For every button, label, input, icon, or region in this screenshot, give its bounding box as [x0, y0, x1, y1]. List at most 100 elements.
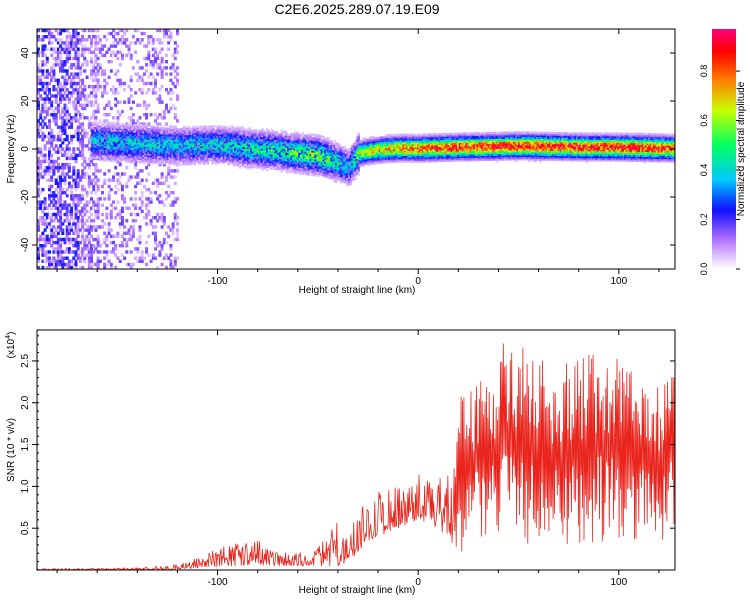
- spectrogram-noise-cell: [48, 256, 51, 260]
- spectrogram-ridge-cell: [213, 148, 216, 152]
- spectrogram-noise-cell: [105, 216, 109, 220]
- spectrogram-noise-cell: [39, 203, 43, 207]
- spectrogram-noise-cell: [127, 206, 131, 210]
- spectrogram-ridge-cell: [149, 160, 152, 163]
- spectrogram-ridge-cell: [262, 133, 266, 136]
- spectrogram-ridge-cell: [160, 147, 163, 150]
- spectrogram-noise-cell: [87, 175, 91, 179]
- spectrogram-ridge-cell: [181, 153, 184, 156]
- spectrogram-ridge-cell: [173, 141, 176, 144]
- spectrogram-noise-cell: [72, 200, 76, 204]
- spectrogram-ridge-cell: [262, 151, 266, 155]
- spectrogram-ridge-cell: [219, 145, 222, 148]
- spectrogram-ridge-cell: [237, 162, 240, 166]
- spectrogram-ridge-cell: [301, 139, 304, 142]
- spectrogram-noise-cell: [142, 256, 146, 260]
- spectrogram-noise-cell: [50, 103, 54, 107]
- spectrogram-ridge-cell: [152, 150, 155, 153]
- spectrogram-ridge-cell: [149, 155, 152, 158]
- spectrogram-ridge-cell: [134, 154, 137, 157]
- spectrogram-ridge-cell: [232, 128, 235, 131]
- spectrogram-ridge-cell: [118, 144, 121, 148]
- spectrogram-noise-cell: [154, 178, 157, 182]
- spectrogram-noise-cell: [116, 119, 120, 123]
- spectrogram-ridge-cell: [132, 133, 136, 137]
- spectrogram-noise-cell: [63, 97, 67, 101]
- spectrogram-noise-cell: [63, 250, 67, 254]
- spectrogram-ridge-cell: [147, 134, 150, 137]
- spectrogram-noise-cell: [41, 219, 45, 223]
- spectrogram-ridge-cell: [124, 141, 128, 145]
- spectrogram-ridge-cell: [261, 131, 264, 134]
- spectrogram-noise-cell: [90, 253, 93, 257]
- spectrogram-noise-cell: [169, 169, 173, 173]
- spectrogram-noise-cell: [65, 81, 69, 86]
- spectrogram-ridge-cell: [116, 128, 120, 131]
- spectrogram-ridge-cell: [282, 145, 285, 148]
- spectrogram-ridge-cell: [272, 139, 275, 142]
- spectrogram-noise-cell: [154, 191, 157, 195]
- spectrogram-ridge-cell: [113, 129, 116, 132]
- spectrogram-noise-cell: [138, 103, 142, 107]
- spectrogram-ridge-cell: [121, 141, 125, 144]
- spectrogram-ridge-cell: [306, 151, 309, 154]
- spectrogram-ridge-cell: [211, 128, 214, 131]
- spectrogram-ridge-cell: [158, 147, 161, 150]
- spectrogram-ridge-cell: [287, 152, 290, 155]
- spectrogram-ridge-cell: [108, 139, 112, 142]
- spectrogram-ridge-cell: [285, 137, 288, 140]
- spectrogram-noise-cell: [94, 247, 98, 251]
- spectrogram-noise-cell: [127, 262, 131, 267]
- spectrogram-ridge-cell: [311, 163, 314, 166]
- spectrogram-noise-cell: [56, 206, 60, 210]
- spectrogram-noise-cell: [103, 72, 107, 76]
- spectrogram-ridge-cell: [227, 144, 230, 148]
- spectrogram-ridge-cell: [229, 158, 232, 161]
- spectrogram-noise-cell: [171, 169, 175, 173]
- spectrogram-ridge-cell: [110, 131, 113, 134]
- spectrogram-ridge-cell: [245, 165, 248, 168]
- spectrogram-ridge-cell: [157, 140, 160, 143]
- spectrogram-ridge-cell: [238, 134, 242, 137]
- spectrogram-noise-cell: [45, 237, 49, 242]
- spectrogram-ridge-cell: [168, 139, 171, 142]
- spectrogram-ridge-cell: [137, 135, 141, 138]
- spectrogram-noise-cell: [158, 216, 162, 220]
- spectrogram-ridge-cell: [104, 132, 107, 135]
- spectrogram-noise-cell: [52, 240, 56, 245]
- spectrogram-ridge-cell: [126, 153, 129, 156]
- spectrogram-ridge-cell: [291, 138, 295, 141]
- spectrogram-ridge-cell: [287, 135, 290, 138]
- spectrogram-noise-cell: [67, 228, 71, 232]
- spectrogram-noise-cell: [85, 172, 89, 176]
- spectrogram-noise-cell: [127, 231, 131, 235]
- spectrogram-noise-cell: [70, 94, 74, 98]
- spectrogram-ridge-cell: [242, 145, 245, 148]
- spectrogram-ridge-cell: [303, 139, 306, 142]
- spectrogram-ridge-cell: [307, 144, 311, 148]
- spectrogram-noise-cell: [96, 78, 100, 83]
- spectrogram-ridge-cell: [118, 146, 121, 149]
- spectrogram-ridge-cell: [208, 145, 211, 148]
- spectrogram-ridge-cell: [124, 158, 128, 161]
- spectrogram-ridge-cell: [147, 144, 150, 147]
- spectrogram-noise-cell: [87, 253, 91, 257]
- spectrogram-ridge-cell: [219, 149, 222, 152]
- spectrogram-noise-cell: [67, 262, 71, 267]
- spectrogram-noise-cell: [39, 128, 43, 132]
- spectrogram-ridge-cell: [123, 150, 126, 153]
- spectrogram-noise-cell: [171, 53, 175, 58]
- spectrogram-noise-cell: [112, 44, 115, 48]
- spectrogram-noise-cell: [52, 84, 56, 89]
- spectrogram-ridge-cell: [306, 138, 309, 141]
- spectrogram-ridge-cell: [259, 165, 263, 168]
- spectrogram-ridge-cell: [311, 157, 314, 160]
- spectrogram-noise-cell: [39, 159, 43, 164]
- spectrogram-noise-cell: [76, 47, 80, 51]
- spectrogram-ridge-cell: [264, 143, 267, 146]
- spectrogram-ridge-cell: [140, 132, 144, 135]
- spectrogram-ridge-cell: [219, 140, 222, 143]
- spectrogram-ridge-cell: [245, 167, 248, 170]
- spectrogram-noise-cell: [72, 72, 76, 76]
- spectrogram-ridge-cell: [262, 141, 266, 144]
